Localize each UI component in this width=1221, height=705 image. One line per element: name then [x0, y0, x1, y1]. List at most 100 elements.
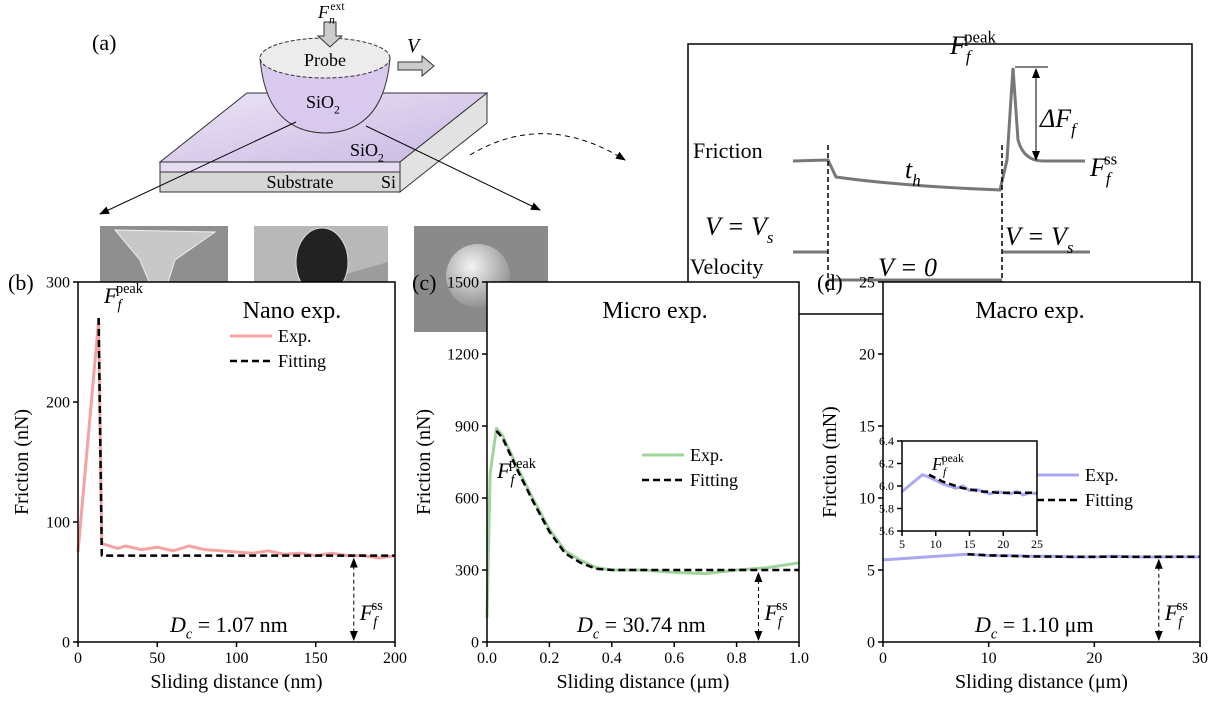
y-axis-label: Friction (nN) [11, 409, 33, 515]
label-superscript: peak [942, 452, 964, 465]
page: body { margin: 0; background: #fff; font… [0, 0, 1221, 705]
x-tick-label: 10 [930, 537, 942, 551]
y-tick-label: 25 [859, 275, 875, 292]
label-base: V = V [705, 212, 770, 241]
x-tick-label: 0.2 [539, 650, 559, 667]
label-superscript: peak [116, 281, 144, 297]
y-tick-label: 100 [46, 515, 70, 532]
label-superscript: peak [509, 456, 537, 472]
label-subscript: s [1067, 238, 1074, 257]
x-tick-label: 0.0 [477, 650, 497, 667]
legend-label: Fitting [690, 470, 738, 490]
y-tick-label: 1200 [447, 347, 479, 364]
x-tick-label: 30 [1192, 650, 1208, 667]
schematic-box [688, 44, 1192, 314]
y-tick-label: 10 [859, 491, 875, 508]
legend-label: Exp. [278, 326, 312, 346]
label-base: D [974, 612, 991, 637]
substrate-label: Substrate [267, 172, 334, 192]
label-subscript: 2 [378, 151, 384, 164]
panel-label: (a) [92, 30, 116, 55]
label-base: ΔF [1039, 104, 1072, 133]
y-tick-label: 6.0 [879, 479, 894, 493]
label-superscript: ext [330, 0, 345, 13]
label-subscript: f [1071, 120, 1078, 139]
label-subscript: h [912, 171, 920, 190]
x-axis-label: Sliding distance (nm) [150, 671, 322, 693]
label-text: = 1.07 nm [192, 612, 288, 637]
x-tick-label: 0 [879, 650, 887, 667]
x-tick-label: 10 [981, 650, 997, 667]
y-tick-label: 20 [859, 347, 875, 364]
y-tick-label: 6.2 [879, 457, 894, 471]
x-tick-label: 15 [964, 537, 976, 551]
x-tick-label: 100 [225, 650, 249, 667]
chart-title: Macro exp. [975, 298, 1084, 324]
x-tick-label: 0.8 [727, 650, 747, 667]
delta-label: ΔFf [1039, 104, 1078, 139]
label-subscript: f [966, 47, 973, 66]
label-base: D [169, 612, 186, 637]
x-tick-label: 200 [383, 650, 407, 667]
panel-label: (d) [817, 270, 843, 295]
label-superscript: peak [964, 27, 996, 46]
label-superscript: ss [1104, 149, 1117, 168]
label-subscript: 2 [334, 103, 340, 116]
x-tick-label: 50 [149, 650, 165, 667]
velocity-label: V [407, 35, 422, 57]
label-text: = 30.74 nm [599, 612, 706, 637]
x-tick-label: 0.6 [664, 650, 684, 667]
y-tick-label: 15 [859, 419, 875, 436]
velocity-state: V = Vs [705, 212, 774, 247]
label-text: = 1.10 μm [997, 612, 1093, 637]
velocity-state: V = 0 [878, 253, 937, 282]
axis-label: Friction [693, 138, 763, 163]
label-subscript: n [329, 13, 335, 26]
chart-title: Nano exp. [243, 298, 342, 324]
y-tick-label: 5.6 [879, 524, 894, 538]
peak-label: Ffpeak [949, 27, 997, 66]
label-subscript: s [767, 228, 774, 247]
force-label: Fnext [317, 0, 345, 26]
legend-label: Fitting [1085, 490, 1133, 510]
x-tick-label: 1.0 [789, 650, 809, 667]
y-tick-label: 1500 [447, 275, 479, 292]
y-tick-label: 200 [46, 395, 70, 412]
oxide-layer [160, 162, 400, 172]
material-label: Si [381, 172, 396, 192]
y-tick-label: 600 [455, 491, 479, 508]
y-tick-label: 5 [867, 563, 875, 580]
label-subscript: f [1106, 169, 1113, 188]
y-tick-label: 0 [867, 635, 875, 652]
velocity-arrow [398, 56, 434, 76]
steady-label: Ffss [1089, 149, 1117, 188]
y-tick-label: 300 [455, 563, 479, 580]
x-tick-label: 20 [997, 537, 1009, 551]
panel-label: (c) [412, 270, 436, 295]
label-base: V = V [1005, 222, 1070, 251]
x-axis-label: Sliding distance (μm) [955, 671, 1128, 693]
axis-label: Velocity [690, 254, 763, 279]
panel-label: (b) [8, 270, 34, 295]
legend-label: Fitting [278, 351, 326, 371]
legend-label: Exp. [690, 445, 724, 465]
x-tick-label: 5 [899, 537, 905, 551]
label-superscript: ss [1177, 598, 1189, 614]
x-tick-label: 25 [1031, 537, 1043, 551]
y-tick-label: 5.8 [879, 502, 894, 516]
x-tick-label: 20 [1086, 650, 1102, 667]
chart-title: Micro exp. [602, 298, 707, 324]
figure: (a)FnextVProbeSiO2SiO2SubstrateSi5 μm5 μ… [0, 0, 1221, 705]
x-tick-label: 0.4 [602, 650, 622, 667]
y-tick-label: 0 [62, 635, 70, 652]
y-axis-label: Friction (mN) [819, 406, 841, 518]
label-superscript: ss [372, 598, 384, 614]
y-tick-label: 900 [455, 419, 479, 436]
y-tick-label: 0 [471, 635, 479, 652]
legend-label: Exp. [1085, 465, 1119, 485]
probe-label: Probe [304, 50, 346, 70]
y-tick-label: 300 [46, 275, 70, 292]
x-tick-label: 0 [74, 650, 82, 667]
label-superscript: ss [776, 598, 788, 614]
x-axis-label: Sliding distance (μm) [557, 671, 730, 693]
